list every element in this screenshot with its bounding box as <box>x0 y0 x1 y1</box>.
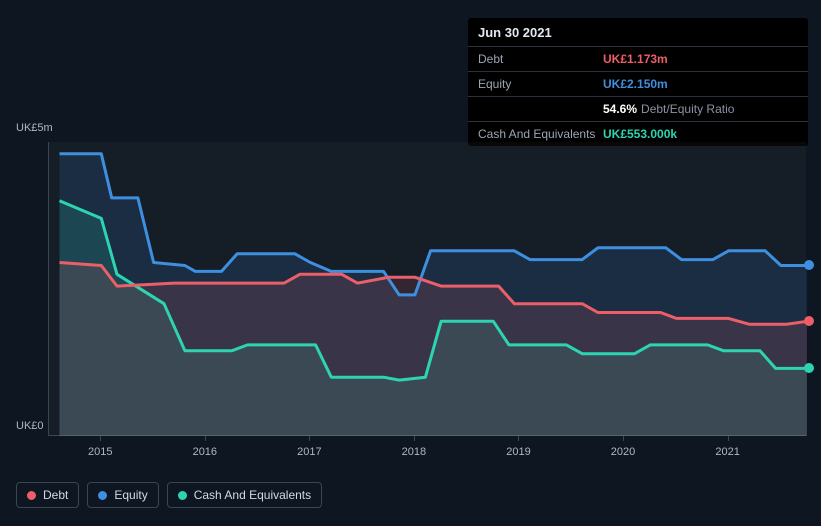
legend-item-equity[interactable]: Equity <box>87 482 158 508</box>
legend-dot <box>98 491 107 500</box>
tooltip-date: Jun 30 2021 <box>468 18 808 47</box>
x-tick-label: 2020 <box>611 446 635 458</box>
plot-area[interactable] <box>48 142 806 436</box>
legend-item-cash-and-equivalents[interactable]: Cash And Equivalents <box>167 482 322 508</box>
x-tick-mark <box>309 436 310 441</box>
tooltip-label <box>478 102 603 116</box>
tooltip-suffix: Debt/Equity Ratio <box>641 102 734 116</box>
x-tick-label: 2019 <box>506 446 530 458</box>
end-marker-cash-and-equivalents <box>804 363 814 373</box>
x-tick-label: 2021 <box>715 446 739 458</box>
x-tick-label: 2015 <box>88 446 112 458</box>
x-tick-mark <box>518 436 519 441</box>
x-axis-ticks: 2015 2016 2017 2018 2019 2020 2021 <box>48 442 806 460</box>
legend-item-debt[interactable]: Debt <box>16 482 79 508</box>
x-tick-mark <box>205 436 206 441</box>
tooltip-label: Debt <box>478 52 603 66</box>
plot-svg <box>49 142 807 436</box>
legend: Debt Equity Cash And Equivalents <box>16 482 322 508</box>
chart-area: UK£5m UK£0 2015 2016 2017 2018 2019 2020 2021 <box>16 120 806 460</box>
tooltip-value: UK£1.173m <box>603 52 668 66</box>
tooltip-label: Equity <box>478 77 603 91</box>
end-marker-equity <box>804 260 814 270</box>
x-tick-mark <box>414 436 415 441</box>
x-tick-label: 2017 <box>297 446 321 458</box>
chart-container: Jun 30 2021 Debt UK£1.173m Equity UK£2.1… <box>0 0 821 526</box>
tooltip-row-equity: Equity UK£2.150m <box>468 72 808 97</box>
tooltip-value: UK£2.150m <box>603 77 668 91</box>
y-axis-top-label: UK£5m <box>16 122 53 134</box>
legend-label: Cash And Equivalents <box>194 488 311 502</box>
legend-dot <box>27 491 36 500</box>
x-tick-label: 2016 <box>193 446 217 458</box>
tooltip-value: 54.6% <box>603 102 637 116</box>
x-tick-mark <box>728 436 729 441</box>
legend-label: Equity <box>114 488 147 502</box>
legend-dot <box>178 491 187 500</box>
legend-label: Debt <box>43 488 68 502</box>
tooltip-row-ratio: 54.6% Debt/Equity Ratio <box>468 97 808 122</box>
x-tick-mark <box>100 436 101 441</box>
x-tick-label: 2018 <box>402 446 426 458</box>
x-tick-mark <box>623 436 624 441</box>
end-marker-debt <box>804 316 814 326</box>
tooltip-row-debt: Debt UK£1.173m <box>468 47 808 72</box>
y-axis-bottom-label: UK£0 <box>16 420 44 432</box>
